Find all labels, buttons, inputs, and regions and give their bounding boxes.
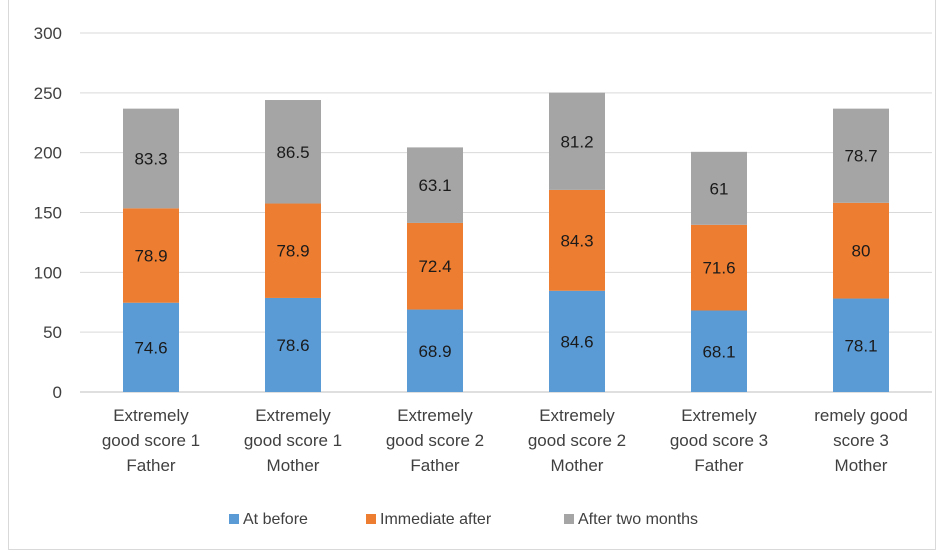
bar-segment xyxy=(833,298,889,392)
x-tick-label: Mother xyxy=(551,456,604,475)
bar-segment xyxy=(123,108,179,209)
y-tick-label: 200 xyxy=(34,144,62,163)
data-labels: 74.6 78.9 83.3 78.6 78.9 86.5 68.9 72.4 63.1 84.6… xyxy=(134,132,877,361)
bar-segment xyxy=(549,290,605,392)
y-tick-label: 0 xyxy=(53,383,62,402)
y-tick-label: 250 xyxy=(34,84,62,103)
y-tick-label: 50 xyxy=(43,323,62,342)
bar-segment xyxy=(691,151,747,225)
bar-segment xyxy=(123,208,179,303)
bar-segment xyxy=(407,222,463,310)
bar-segment xyxy=(123,302,179,392)
x-tick-label: Mother xyxy=(267,456,320,475)
data-label: 63.1 xyxy=(418,176,451,195)
bar-segment xyxy=(407,147,463,223)
legend-swatch xyxy=(564,514,574,524)
x-tick-label: Extremely xyxy=(255,406,331,425)
x-tick-label: good score 1 xyxy=(102,431,200,450)
x-tick-label: score 3 xyxy=(833,431,889,450)
data-label: 72.4 xyxy=(418,257,451,276)
x-tick-label: Mother xyxy=(835,456,888,475)
y-tick-label: 300 xyxy=(34,24,62,43)
legend-swatch xyxy=(366,514,376,524)
bar-segment xyxy=(407,309,463,392)
x-tick-label: Extremely xyxy=(397,406,473,425)
x-tick-label: good score 2 xyxy=(528,431,626,450)
data-label: 80 xyxy=(852,242,871,261)
data-label: 78.9 xyxy=(276,242,309,261)
y-tick-label: 100 xyxy=(34,263,62,282)
bar-segment xyxy=(265,297,321,392)
legend-entry: At before xyxy=(243,511,308,528)
data-label: 71.6 xyxy=(702,259,735,278)
data-label: 78.1 xyxy=(844,336,877,355)
data-label: 84.6 xyxy=(560,332,593,351)
data-label: 84.3 xyxy=(560,231,593,250)
bar-segment xyxy=(549,189,605,291)
bar-segment xyxy=(833,202,889,299)
x-tick-label: Extremely xyxy=(113,406,189,425)
bar-segment xyxy=(691,224,747,311)
data-label: 81.2 xyxy=(560,132,593,151)
y-tick-label: 150 xyxy=(34,204,62,223)
x-tick-label: Father xyxy=(410,456,459,475)
x-tick-label: good score 3 xyxy=(670,431,768,450)
data-label: 61 xyxy=(710,179,729,198)
legend: At before Immediate after After two months xyxy=(229,511,698,528)
bars xyxy=(123,92,889,392)
bar-segment xyxy=(265,203,321,298)
data-label: 78.7 xyxy=(844,147,877,166)
x-tick-label: remely good xyxy=(814,406,908,425)
x-tick-label: Extremely xyxy=(539,406,615,425)
bar-segment xyxy=(549,92,605,190)
bar-segment xyxy=(691,310,747,392)
legend-entry: Immediate after xyxy=(380,511,492,528)
legend-swatch xyxy=(229,514,239,524)
data-label: 78.6 xyxy=(276,336,309,355)
data-label: 78.9 xyxy=(134,247,167,266)
x-tick-label: Father xyxy=(126,456,175,475)
data-label: 86.5 xyxy=(276,143,309,162)
bar-segment xyxy=(833,108,889,203)
x-tick-label: good score 2 xyxy=(386,431,484,450)
bar-segment xyxy=(265,100,321,204)
data-label: 74.6 xyxy=(134,338,167,357)
data-label: 83.3 xyxy=(134,149,167,168)
data-label: 68.1 xyxy=(702,342,735,361)
legend-entry: After two months xyxy=(578,511,698,528)
x-tick-label: Extremely xyxy=(681,406,757,425)
data-label: 68.9 xyxy=(418,342,451,361)
x-tick-label: good score 1 xyxy=(244,431,342,450)
gridlines xyxy=(80,32,932,393)
x-axis: Extremely good score 1 Father Extremely good… xyxy=(102,406,908,475)
y-axis: 0 50 100 150 200 250 300 xyxy=(34,24,62,402)
x-tick-label: Father xyxy=(694,456,743,475)
